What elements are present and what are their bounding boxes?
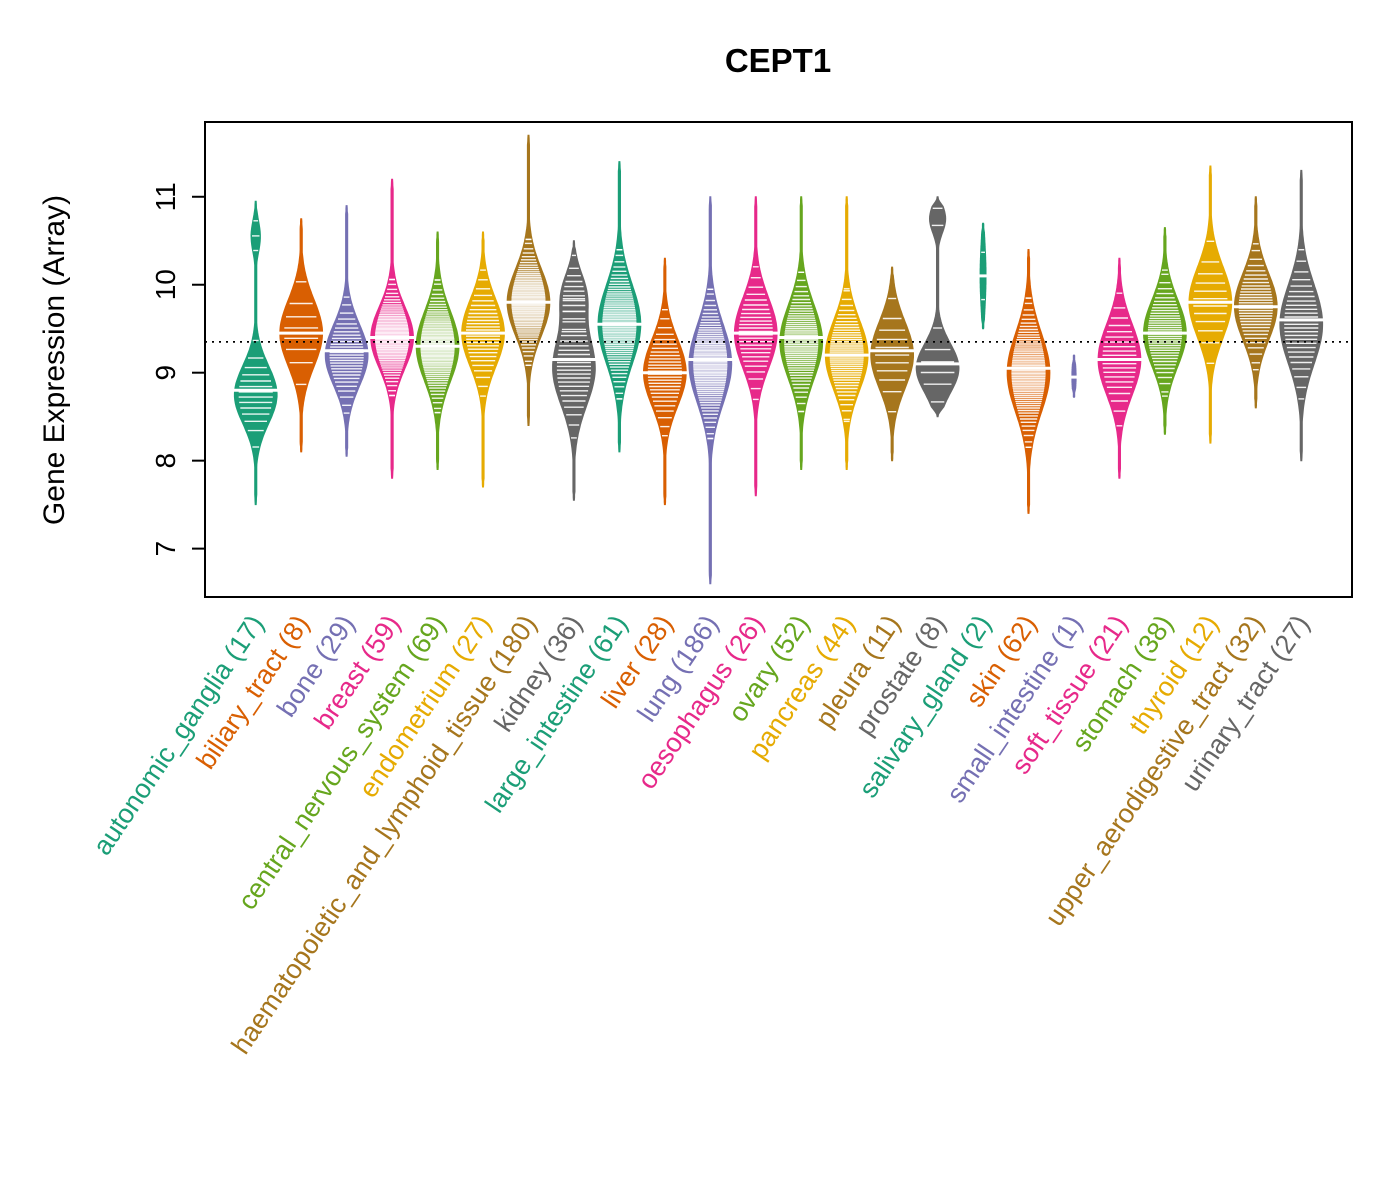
violin-salivary_gland bbox=[978, 222, 989, 330]
violins-layer bbox=[232, 134, 1325, 585]
violin-breast bbox=[368, 178, 416, 479]
violin-shape bbox=[597, 161, 642, 453]
violin-biliary_tract bbox=[277, 218, 325, 453]
violin-shape bbox=[688, 196, 733, 585]
violin-shape bbox=[1142, 227, 1187, 435]
violin-shape bbox=[733, 196, 778, 497]
violin-ovary bbox=[778, 196, 825, 470]
y-tick-label: 11 bbox=[150, 182, 181, 211]
violin-prostate bbox=[914, 196, 961, 418]
violin-pancreas bbox=[823, 196, 871, 470]
y-axis: 7 8 9 10 11 bbox=[150, 182, 205, 556]
violin-shape bbox=[324, 205, 369, 457]
violin-liver bbox=[641, 257, 689, 506]
chart-title: CEPT1 bbox=[725, 42, 831, 79]
violin-central_nervous_system bbox=[414, 231, 461, 470]
violin-thyroid bbox=[1187, 165, 1234, 444]
y-axis-label: Gene Expression (Array) bbox=[38, 195, 71, 525]
violin-shape bbox=[279, 218, 324, 453]
violin-shape bbox=[870, 266, 914, 462]
plot-border bbox=[204, 121, 1353, 598]
violin-shape bbox=[1279, 169, 1324, 462]
violin-stomach bbox=[1141, 227, 1189, 435]
x-tick-label: autonomic_ganglia (17) bbox=[87, 610, 270, 861]
violin-lung bbox=[687, 196, 734, 585]
violin-small_intestine bbox=[1069, 354, 1079, 398]
violin-urinary_tract bbox=[1278, 169, 1325, 462]
violin-kidney bbox=[551, 240, 597, 501]
violin-shape bbox=[461, 231, 505, 488]
violin-shape bbox=[779, 196, 824, 470]
y-tick-label: 7 bbox=[150, 541, 181, 557]
violin-haematopoietic_and_lymphoid_tissue bbox=[505, 134, 552, 426]
violin-endometrium bbox=[459, 231, 507, 488]
x-axis-labels: autonomic_ganglia (17)biliary_tract (8)b… bbox=[87, 610, 1315, 1060]
violin-soft_tissue bbox=[1096, 257, 1143, 479]
y-tick-label: 8 bbox=[150, 453, 181, 469]
violin-upper_aerodigestive_tract bbox=[1232, 196, 1280, 409]
violin-oesophagus bbox=[732, 196, 780, 497]
violin-large_intestine bbox=[596, 161, 643, 453]
violin-skin bbox=[1005, 249, 1052, 514]
violin-shape bbox=[233, 200, 278, 506]
y-tick-label: 10 bbox=[150, 269, 181, 300]
violin-shape bbox=[1188, 165, 1233, 444]
y-tick-label: 9 bbox=[150, 365, 181, 381]
violin-autonomic_ganglia bbox=[232, 200, 279, 506]
violin-bone bbox=[323, 205, 370, 457]
violin-shape bbox=[643, 257, 687, 506]
violin-pleura bbox=[869, 266, 916, 462]
